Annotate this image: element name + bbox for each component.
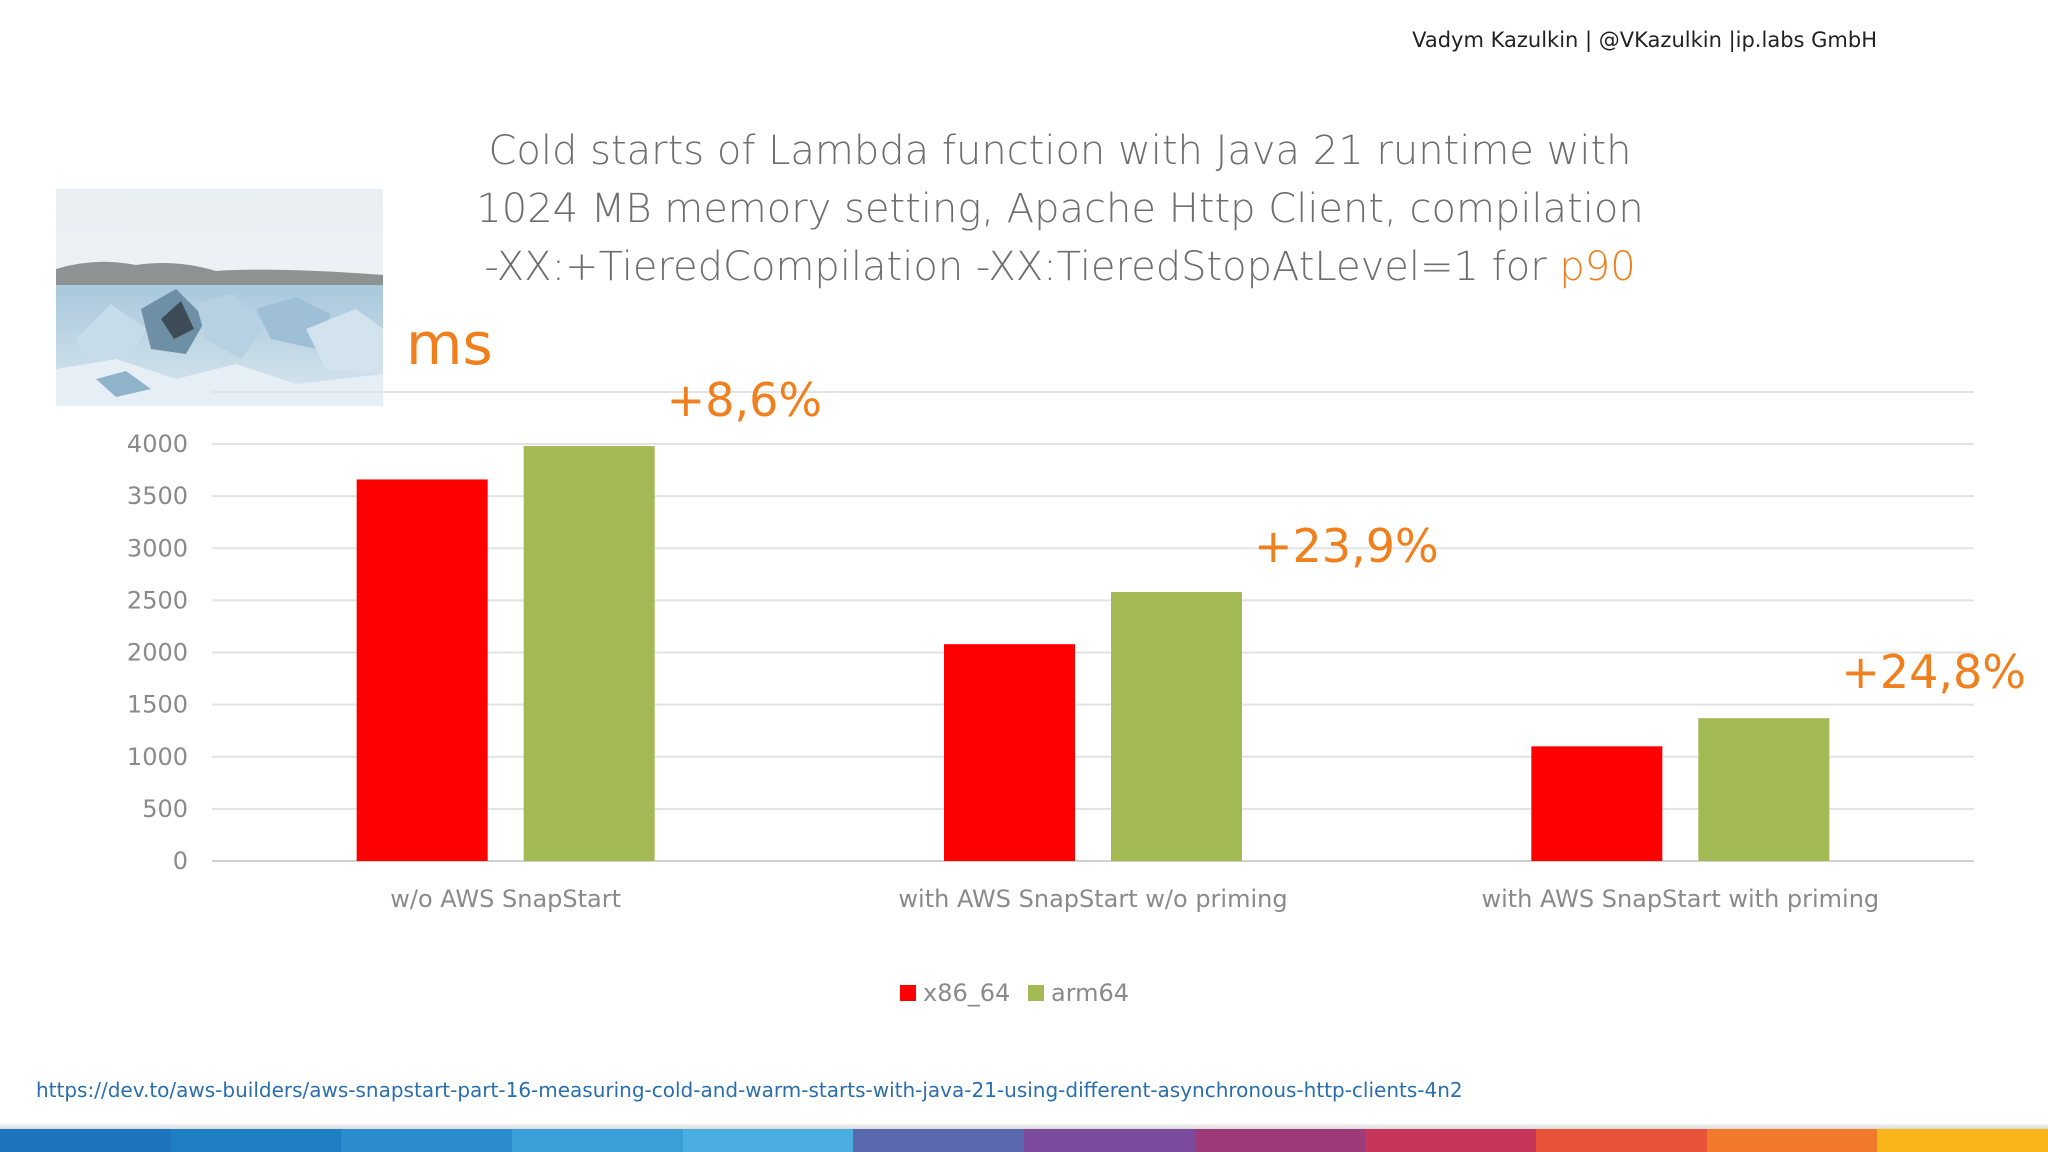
y-tick-label: 1500 (127, 691, 188, 719)
bar-arm64 (1698, 718, 1830, 861)
percent-annotation: +23,9% (1254, 519, 1439, 573)
stripe-segment (1536, 1129, 1707, 1152)
author-credit: Vadym Kazulkin | @VKazulkin |ip.labs Gmb… (1412, 28, 1877, 52)
percent-annotation: +24,8% (1841, 645, 2026, 699)
bar-x86-64 (944, 644, 1075, 861)
stripe-segment (682, 1129, 854, 1152)
x-tick-label: with AWS SnapStart w/o priming (898, 885, 1287, 913)
bar-x86-64 (356, 479, 488, 861)
x-tick-label: with AWS SnapStart with priming (1481, 885, 1879, 913)
stripe-segment (0, 1129, 171, 1152)
legend-label: arm64 (1051, 979, 1129, 1007)
stripe-segment (1877, 1129, 2048, 1152)
y-tick-label: 3500 (127, 482, 188, 510)
bar-arm64 (523, 446, 655, 861)
y-tick-label: 2000 (127, 639, 188, 667)
color-stripe (0, 1129, 2048, 1152)
title-line-3: -XX:+TieredCompilation -XX:TieredStopAtL… (440, 238, 1680, 296)
legend-swatch-x86-64 (900, 985, 916, 1001)
percent-annotation: +8,6% (667, 373, 822, 427)
y-tick-label: 0 (173, 847, 188, 875)
y-tick-label: 2500 (127, 586, 188, 614)
stripe-segment (341, 1129, 513, 1152)
legend-swatch-arm64 (1028, 985, 1044, 1001)
stripe-segment (1194, 1129, 1366, 1152)
y-tick-label: 500 (142, 795, 188, 823)
bar-x86-64 (1531, 746, 1663, 861)
unit-label: ms (406, 310, 493, 378)
stripe-segment (1706, 1129, 1878, 1152)
glacier-photo-image (56, 189, 383, 406)
stripe-segment (512, 1129, 683, 1152)
stripe-segment (1365, 1129, 1537, 1152)
footer-divider (0, 1124, 2048, 1130)
title-highlight: p90 (1559, 244, 1636, 290)
y-tick-label: 1000 (127, 743, 188, 771)
stripe-segment (1024, 1129, 1195, 1152)
bar-arm64 (1111, 592, 1242, 861)
y-tick-label: 3000 (127, 534, 188, 562)
stripe-segment (170, 1129, 342, 1152)
source-link[interactable]: https://dev.to/aws-builders/aws-snapstar… (36, 1078, 1463, 1102)
x-tick-label: w/o AWS SnapStart (390, 885, 621, 913)
title-line-1: Cold starts of Lambda function with Java… (488, 128, 1632, 174)
legend-label: x86_64 (923, 979, 1010, 1007)
title-line-3-text: -XX:+TieredCompilation -XX:TieredStopAtL… (484, 244, 1560, 290)
glacier-photo (56, 189, 383, 406)
title-line-2: 1024 MB memory setting, Apache Http Clie… (476, 186, 1644, 232)
y-tick-label: 4000 (127, 430, 188, 458)
slide-title: Cold starts of Lambda function with Java… (440, 122, 1680, 296)
stripe-segment (853, 1129, 1025, 1152)
